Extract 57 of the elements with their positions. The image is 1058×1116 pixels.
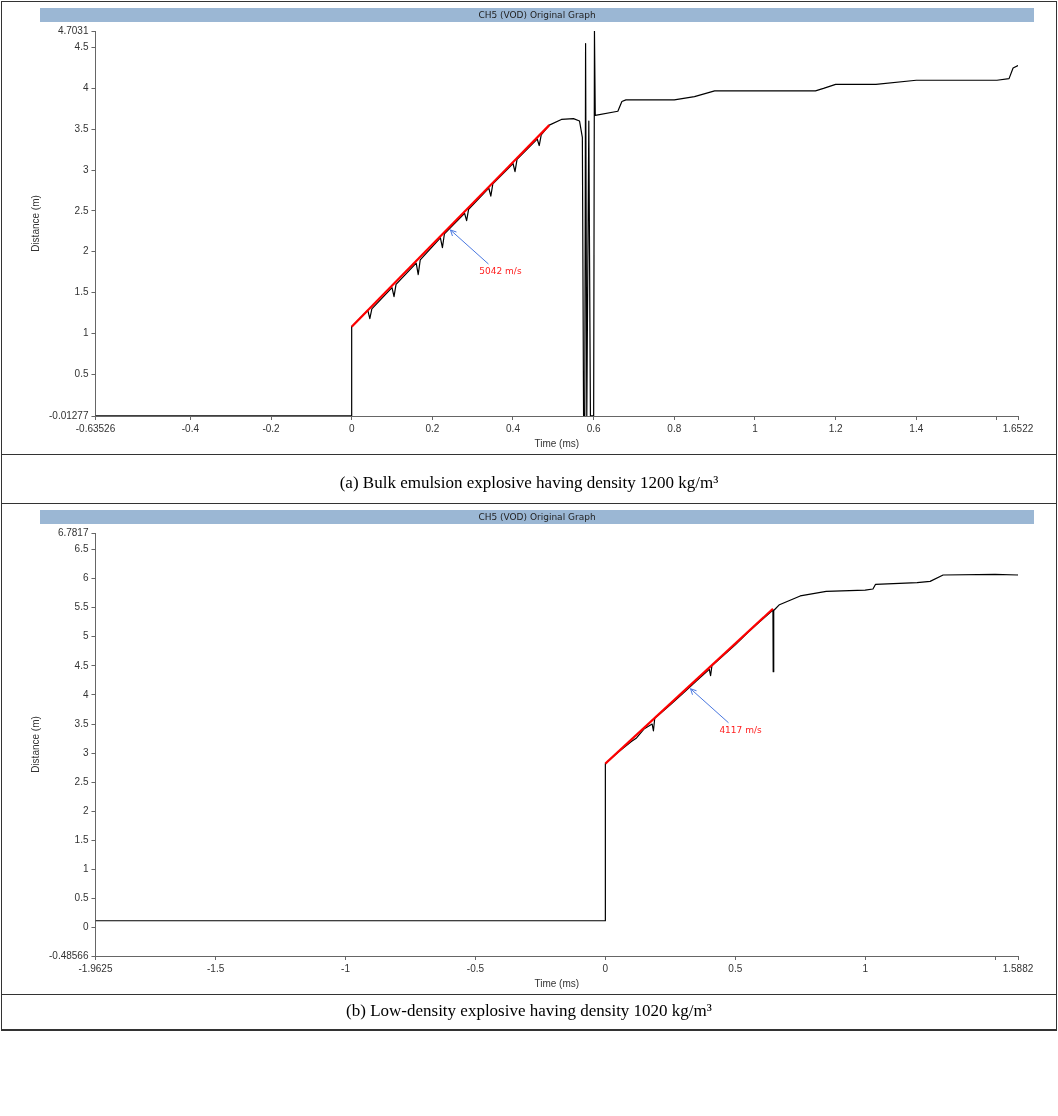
y-tick-label: -0.48566	[48, 949, 89, 961]
y-tick-label: 3.5	[74, 717, 89, 729]
x-tick-label: 1	[862, 962, 869, 974]
y-tick-label: 3.5	[74, 122, 89, 134]
y-tick-label: 1.5	[74, 834, 89, 846]
x-tick-label: -0.63526	[75, 422, 116, 434]
annotation: 4117 m/s	[719, 725, 762, 736]
y-tick-label: 5.5	[74, 601, 89, 613]
y-tick-label: 4	[82, 82, 89, 94]
x-tick-label: 0.2	[425, 422, 440, 434]
y-tick-label: 2.5	[74, 204, 89, 216]
x-tick-label: -0.5	[466, 962, 485, 974]
y-axis-title: Distance (m)	[29, 716, 41, 773]
y-tick-label: 4.5	[74, 41, 89, 53]
text: (b) Low-density explosive having density 1020 kg/m³	[2, 994, 1056, 1029]
y-tick-label: -0.01277	[48, 409, 89, 421]
x-tick-label: 0.6	[586, 422, 602, 434]
chart-title: CH5 (VOD) Original Graph	[40, 510, 1034, 524]
x-tick-label: 1.2	[828, 422, 844, 434]
y-tick-label: 4	[82, 688, 89, 700]
chart-title: CH5 (VOD) Original Graph	[40, 8, 1034, 22]
annotation: 5042 m/s	[479, 266, 522, 277]
y-tick-label: 3	[82, 163, 89, 175]
y-tick-label: 2	[82, 245, 89, 257]
x-tick-label: -1.9625	[78, 962, 113, 974]
y-tick-label: 1	[82, 327, 89, 339]
x-tick-label: 1.5882	[1002, 962, 1034, 974]
y-tick-label: 6.7817	[57, 526, 89, 538]
y-tick-label: 4.5	[74, 659, 89, 671]
x-tick-label: 0.4	[506, 422, 521, 434]
y-tick-label: 3	[82, 746, 89, 758]
y-axis-title: Distance (m)	[29, 195, 41, 252]
x-tick-label: 1.6522	[1002, 422, 1034, 434]
x-tick-label: 1.4	[909, 422, 924, 434]
x-tick-label: -0.4	[181, 422, 200, 434]
x-axis-title: Time (ms)	[534, 977, 580, 989]
x-tick-label: 0	[348, 422, 355, 434]
y-tick-label: 2	[82, 805, 89, 817]
y-tick-label: 0.5	[74, 892, 89, 904]
x-axis-title: Time (ms)	[534, 437, 580, 449]
y-tick-label: 6.5	[74, 543, 89, 555]
text: (a) Bulk emulsion explosive having density 1200 kg/m³	[2, 454, 1056, 503]
y-tick-label: 1	[82, 863, 89, 875]
y-tick-label: 2.5	[74, 775, 89, 787]
x-tick-label: -0.2	[262, 422, 281, 434]
x-tick-label: -1	[341, 962, 351, 974]
y-tick-label: 0.5	[74, 367, 89, 379]
x-tick-label: 0	[602, 962, 609, 974]
y-tick-label: 6	[82, 572, 89, 584]
x-tick-label: 1	[752, 422, 759, 434]
y-tick-label: 0	[82, 921, 89, 933]
x-tick-label: 0.8	[667, 422, 682, 434]
y-tick-label: 1.5	[74, 286, 89, 298]
x-tick-label: 0.5	[728, 962, 743, 974]
x-tick-label: -1.5	[207, 962, 225, 974]
y-tick-label: 5	[82, 630, 89, 642]
y-tick-label: 4.7031	[57, 24, 89, 36]
